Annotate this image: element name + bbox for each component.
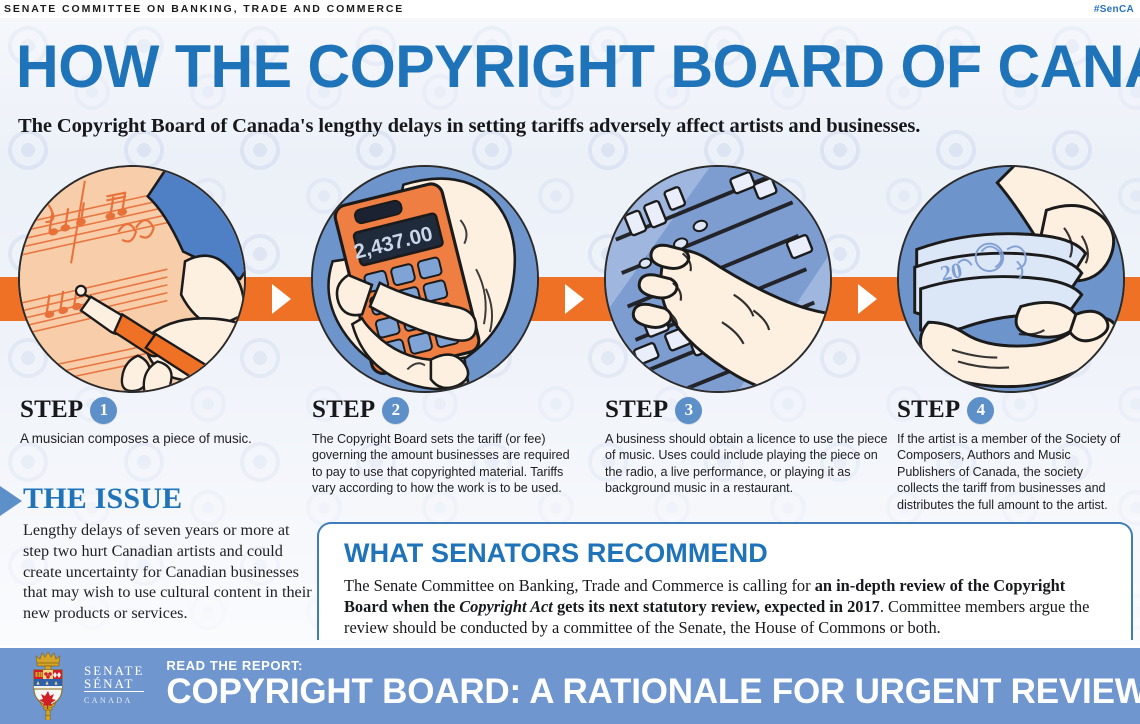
arrow-right-icon-3 [845, 277, 889, 321]
step-2-illustration: 2,437.00 [311, 165, 539, 393]
senate-wordmark: SENATE SÉNAT CANADA [84, 663, 145, 707]
step-number-badge: 1 [90, 396, 118, 424]
hand-passing-money-icon: 20 [899, 167, 1123, 391]
step-4-heading: STEP 4 [897, 396, 1127, 424]
hand-writing-sheet-music-icon [20, 167, 244, 391]
step-2-caption: STEP 2 The Copyright Board sets the tari… [312, 396, 582, 497]
rec-text-part1: The Senate Committee on Banking, Trade a… [344, 576, 815, 595]
arrow-right-icon-issue [0, 486, 22, 516]
rec-text-bold2: gets its next statutory review, expected… [552, 597, 880, 616]
read-the-report-label: READ THE REPORT: [166, 658, 304, 673]
step-3-heading: STEP 3 [605, 396, 890, 424]
footer-bar: SENATE SÉNAT CANADA READ THE REPORT: COP… [0, 645, 1140, 724]
rec-text-part2: . Committee members argue the review sho… [344, 597, 1090, 637]
step-1-text: A musician composes a piece of music. [20, 431, 252, 446]
step-label: STEP [605, 396, 669, 423]
social-hashtag-senca[interactable]: #SenCA [1093, 3, 1134, 15]
hand-on-licence-document-icon [606, 167, 830, 391]
the-issue-text: Lengthy delays of seven years or more at… [23, 521, 312, 623]
rec-text-bold1: an in-depth review of the Copyright Boar… [344, 576, 1066, 616]
the-issue-title: THE ISSUE [23, 482, 183, 515]
step-number-badge: 4 [967, 396, 995, 424]
page-title: HOW THE COPYRIGHT BOARD OF CANADA OPERAT… [16, 33, 1140, 100]
report-title[interactable]: COPYRIGHT BOARD: A RATIONALE FOR URGENT … [166, 672, 1140, 711]
arrow-right-icon-2 [552, 277, 596, 321]
wordmark-canada: CANADA [84, 696, 133, 705]
senate-of-canada-crest-icon [33, 650, 63, 720]
top-bar: SENATE COMMITTEE ON BANKING, TRADE AND C… [0, 0, 1140, 18]
wordmark-senat: SÉNAT [84, 677, 145, 692]
step-1-caption: STEP 1 A musician composes a piece of mu… [20, 396, 285, 447]
wordmark-senate: SENATE [84, 663, 145, 678]
step-2-text: The Copyright Board sets the tariff (or … [312, 432, 570, 496]
step-1-heading: STEP 1 [20, 396, 285, 424]
step-3-caption: STEP 3 A business should obtain a licenc… [605, 396, 890, 497]
step-4-caption: STEP 4 If the artist is a member of the … [897, 396, 1127, 513]
step-1-illustration [18, 165, 246, 393]
step-number-badge: 3 [675, 396, 703, 424]
footer-report-block: READ THE REPORT: COPYRIGHT BOARD: A RATI… [166, 658, 1140, 711]
arrow-right-icon-1 [259, 277, 303, 321]
recommendation-title: WHAT SENATORS RECOMMEND [344, 538, 768, 568]
step-label: STEP [20, 396, 84, 423]
page-subtitle: The Copyright Board of Canada's lengthy … [18, 115, 921, 137]
step-3-text: A business should obtain a licence to us… [605, 432, 888, 496]
step-label: STEP [897, 396, 961, 423]
step-number-badge: 2 [382, 396, 410, 424]
hands-holding-calculator-icon: 2,437.00 [313, 167, 537, 391]
banknote-denomination: 20 [938, 258, 964, 286]
recommendation-text: The Senate Committee on Banking, Trade a… [344, 575, 1109, 638]
rec-text-italic-act: Copyright Act [459, 597, 553, 616]
recommendation-panel: WHAT SENATORS RECOMMEND The Senate Commi… [317, 522, 1133, 640]
the-issue-section: THE ISSUE Lengthy delays of seven years … [0, 482, 313, 624]
step-label: STEP [312, 396, 376, 423]
footer-divider [0, 645, 1140, 648]
step-4-text: If the artist is a member of the Society… [897, 432, 1121, 512]
step-3-illustration [604, 165, 832, 393]
step-4-illustration: 20 [897, 165, 1125, 393]
committee-name: SENATE COMMITTEE ON BANKING, TRADE AND C… [4, 3, 405, 15]
step-2-heading: STEP 2 [312, 396, 582, 424]
